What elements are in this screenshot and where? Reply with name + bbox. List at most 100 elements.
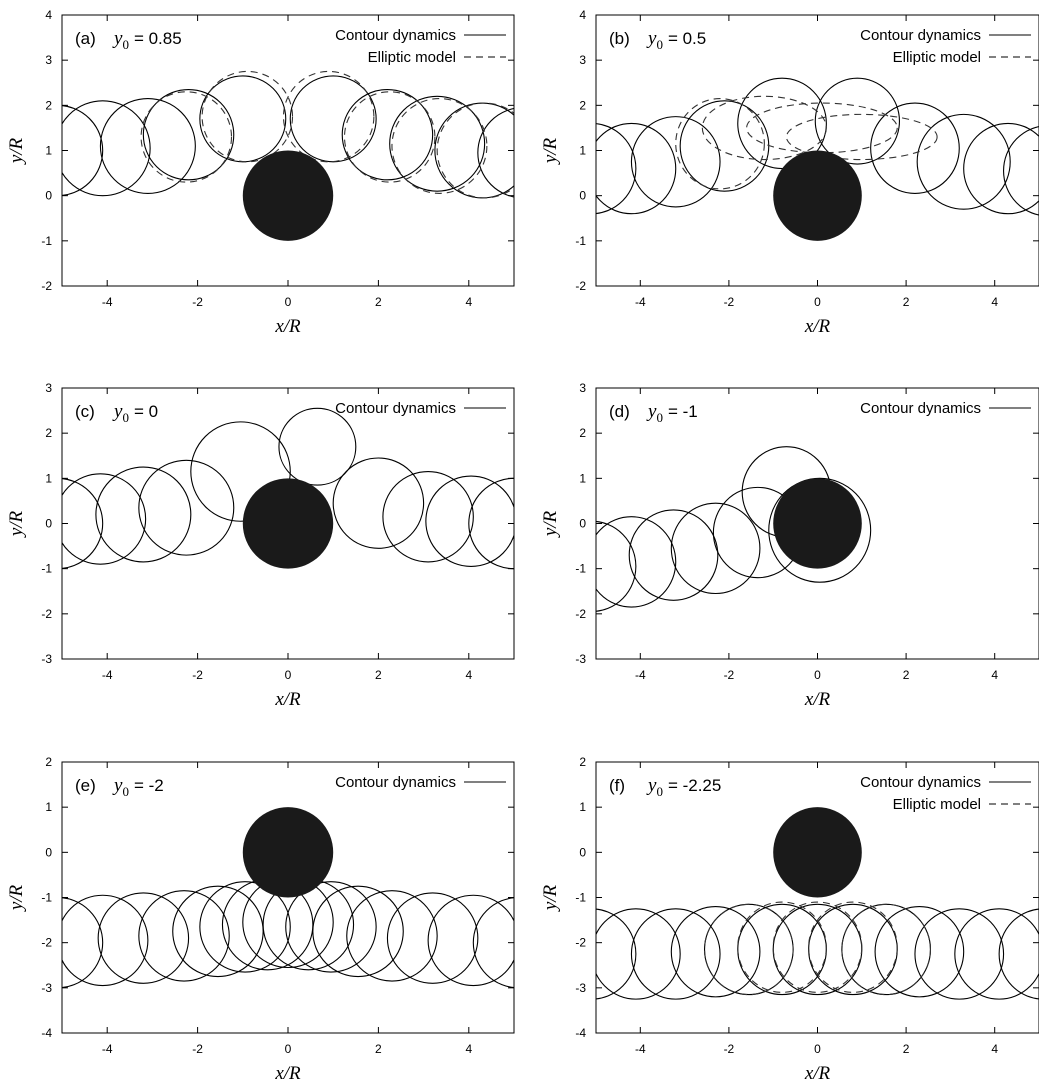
series-0-contour-6 [870,102,960,194]
y-axis-label: y/R [6,884,27,912]
x-axis-label: x/R [274,316,301,337]
x-axis-label: x/R [804,689,831,710]
plot-frame [61,761,515,1034]
param-subscript: 0 [656,784,663,799]
series-0-contour-7 [916,113,1011,210]
y-tick-label: -1 [41,562,52,576]
y-tick-label: -2 [575,607,586,621]
series-0-contour-12 [998,908,1039,1000]
y-tick-label: -2 [41,936,52,950]
y-tick-label: 2 [579,98,586,112]
y-tick-label: 1 [45,800,52,814]
x-tick-label: 0 [285,295,292,309]
y-tick-label: 2 [45,755,52,769]
x-tick-label: -4 [635,668,646,682]
series-0-contour-11 [346,890,438,982]
x-axis-label: x/R [804,316,831,337]
y-tick-label: -1 [41,234,52,248]
param-symbol: y [646,28,657,49]
y-tick-label: 2 [579,755,586,769]
y-tick-label: -1 [41,891,52,905]
y-tick-label: 1 [579,471,586,485]
series-0-contour-1 [62,894,149,987]
series-0-contour-9 [874,905,965,998]
panel-letter: (b) [609,29,630,48]
x-tick-label: -4 [102,1042,113,1056]
param-value: = -1 [668,402,698,421]
x-tick-label: 4 [465,668,472,682]
series-0-contour-3 [670,905,761,998]
panel-letter: (d) [609,402,630,421]
param-value: = 0.85 [134,29,182,48]
y-tick-label: -3 [41,652,52,666]
panel-letter: (f) [609,776,625,795]
series-0-contour-2 [630,908,721,1000]
series-1-contour-0 [140,91,233,183]
legend-label: Contour dynamics [860,400,981,417]
param-subscript: 0 [656,410,663,425]
y-tick-label: -3 [575,652,586,666]
panel-letter: (e) [75,776,96,795]
series-0-contour-6 [332,457,425,549]
series-0-contour-1 [62,473,147,565]
plot-area [62,807,514,989]
series-1-contour-4 [841,903,932,996]
series-1-ellipse-3 [785,113,938,161]
series-1-ellipse-1 [701,95,827,161]
obstacle-disk [773,150,862,241]
y-tick-label: 0 [45,189,52,203]
plot-area [62,407,514,570]
series-1-ellipse-2 [746,102,898,154]
series-1-contour-1 [201,70,294,163]
series-1-contour-0 [703,903,794,996]
obstacle-disk [773,807,862,898]
x-tick-label: 0 [285,668,292,682]
x-tick-label: 0 [814,295,821,309]
x-tick-label: 4 [991,295,998,309]
y-tick-label: -4 [575,1026,586,1040]
series-0-contour-6 [341,88,434,181]
x-tick-label: -4 [635,295,646,309]
series-0-contour-1 [596,516,677,608]
series-0-contour-2 [95,466,192,563]
param-subscript: 0 [122,410,129,425]
y-tick-label: 2 [45,426,52,440]
y-tick-label: 1 [45,471,52,485]
x-tick-label: 2 [903,668,910,682]
param-value: = -2.25 [668,776,721,795]
y-tick-label: 3 [45,381,52,395]
series-0-contour-13 [427,894,514,987]
y-axis-label: y/R [6,137,27,165]
plot-area [62,70,514,241]
y-axis-label: y/R [540,884,561,912]
param-symbol: y [646,401,657,422]
y-tick-label: -1 [575,891,586,905]
legend-label: Elliptic model [368,49,456,66]
y-tick-label: 2 [579,426,586,440]
x-tick-label: 4 [465,295,472,309]
series-0-contour-12 [386,892,479,984]
param-symbol: y [646,775,657,796]
series-0-contour-8 [963,122,1039,215]
x-tick-label: 2 [375,295,382,309]
panel-parameter: y0 = 0.5 [646,28,706,52]
x-tick-label: -4 [102,668,113,682]
y-tick-label: 0 [45,845,52,859]
series-0-contour-4 [199,75,287,163]
series-0-contour-3 [138,459,235,556]
x-tick-label: 0 [814,668,821,682]
x-tick-label: 2 [903,295,910,309]
series-0-contour-0 [596,908,637,1000]
param-value: = -2 [134,776,164,795]
x-tick-label: 2 [903,1042,910,1056]
x-tick-label: -2 [724,1042,735,1056]
y-tick-label: 0 [579,189,586,203]
legend-label: Contour dynamics [860,774,981,791]
param-value: = 0 [134,402,158,421]
obstacle-disk [242,478,334,569]
